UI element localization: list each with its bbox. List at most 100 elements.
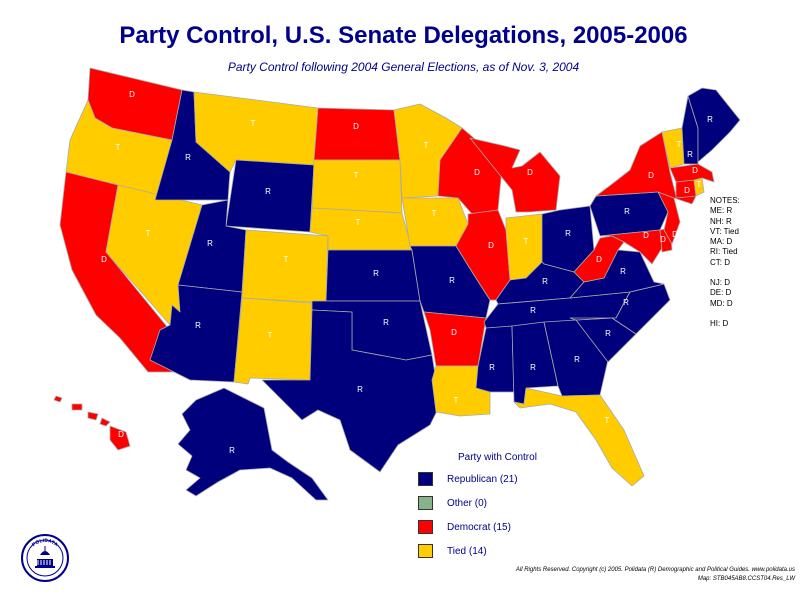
state-label-KS: R (373, 269, 379, 278)
state-label-TX: R (357, 385, 363, 394)
legend-item-republican: Republican (21) (418, 472, 518, 486)
state-label-VA: R (620, 267, 626, 276)
state-label-MO: R (449, 276, 455, 285)
state-label-MD: D (643, 231, 649, 240)
state-label-IL: D (488, 241, 494, 250)
state-AR (423, 311, 487, 367)
notes-line: CT: D (710, 257, 730, 267)
state-label-DE: D (660, 235, 666, 244)
state-TX (261, 309, 441, 473)
state-label-CA: D (101, 255, 107, 264)
legend-label: Republican (21) (447, 473, 518, 485)
state-label-AR: D (451, 328, 457, 337)
notes-panel: NOTES: ME: R NH: R VT: Tied MA: D RI: Ti… (710, 196, 802, 329)
state-label-KY: R (542, 277, 548, 286)
polidata-seal-logo: POLIDATA (21, 534, 69, 582)
state-NM (233, 297, 313, 385)
state-label-MI: D (527, 168, 533, 177)
state-FL (513, 387, 645, 487)
state-label-LA: T (454, 396, 459, 405)
state-label-ID: R (185, 153, 191, 162)
notes-heading: NOTES: (710, 196, 740, 205)
state-HI (53, 395, 131, 451)
state-label-CT: D (684, 186, 690, 195)
state-label-MN: T (424, 141, 429, 150)
state-CO (241, 229, 329, 304)
notes-line: RI: Tied (710, 247, 738, 257)
state-label-MT: T (251, 119, 256, 128)
state-label-NM: T (268, 331, 273, 340)
state-NC (569, 283, 671, 335)
state-ME (687, 87, 741, 163)
state-label-WV: D (596, 255, 602, 264)
state-MI (469, 137, 561, 213)
state-label-AL: R (530, 363, 536, 372)
notes-line: DE: D (710, 288, 732, 298)
state-label-VT: T (677, 140, 682, 149)
state-label-AZ: R (195, 321, 201, 330)
notes-line: NH: R (710, 216, 732, 226)
state-label-WY: R (265, 187, 271, 196)
state-WY (225, 159, 315, 233)
state-label-OK: R (383, 318, 389, 327)
state-label-SD: T (354, 171, 359, 180)
state-SD (311, 159, 403, 214)
state-label-FL: T (605, 416, 610, 425)
legend-swatch (418, 496, 433, 510)
legend-item-other: Other (0) (418, 496, 487, 510)
state-label-AK: R (229, 446, 235, 455)
state-label-CO: T (284, 255, 289, 264)
state-IA (401, 197, 469, 247)
state-label-NY: D (648, 171, 654, 180)
notes-line: HI: D (710, 318, 729, 328)
map-subtitle: Party Control following 2004 General Ele… (227, 60, 580, 74)
state-label-ME: R (707, 115, 713, 124)
legend-item-tied: Tied (14) (418, 544, 487, 558)
state-label-PA: R (624, 207, 630, 216)
notes-line: MA: D (710, 237, 733, 247)
copyright-footer: All Rights Reserved. Copyright (c) 2005.… (516, 566, 795, 584)
legend-label: Democrat (15) (447, 521, 511, 533)
svg-text:POLIDATA: POLIDATA (31, 538, 59, 548)
state-IL (455, 209, 511, 301)
state-label-OR: T (116, 143, 121, 152)
state-label-NC: R (623, 298, 629, 307)
state-label-UT: R (207, 239, 213, 248)
state-label-WI: D (474, 168, 480, 177)
legend-title: Party with Control (458, 452, 537, 463)
state-AK (177, 387, 329, 501)
footer-line: Map: STB045AB8.CCST04.Res_LW (697, 576, 795, 582)
state-label-IN: T (524, 237, 529, 246)
notes-line: MD: D (710, 298, 733, 308)
notes-line: VT: Tied (710, 226, 739, 236)
footer-line: All Rights Reserved. Copyright (c) 2005.… (515, 567, 795, 573)
state-NY (595, 131, 697, 205)
state-label-RI: T (697, 180, 702, 189)
state-ND (313, 107, 401, 161)
state-label-NV: T (146, 229, 151, 238)
notes-line: ME: R (710, 206, 733, 216)
state-label-GA: R (574, 355, 580, 364)
state-label-IA: T (432, 209, 437, 218)
legend-label: Other (0) (447, 497, 488, 509)
state-label-MS: R (489, 363, 495, 372)
state-label-WA: D (129, 90, 135, 99)
state-label-NE: T (356, 218, 361, 227)
legend-swatch (418, 520, 433, 534)
state-label-HI: D (118, 430, 124, 439)
state-MA (669, 163, 715, 183)
state-label-ND: D (353, 122, 359, 131)
legend-label: Tied (14) (447, 545, 487, 557)
legend-swatch (418, 544, 433, 558)
state-label-NH: R (687, 150, 693, 159)
map-title: Party Control, U.S. Senate Delegations, … (119, 22, 688, 49)
state-label-OH: R (565, 229, 571, 238)
state-label-MA: D (692, 166, 698, 175)
state-label-NJ: D (672, 230, 678, 239)
seal-text: POLIDATA (31, 538, 59, 548)
legend-swatch (418, 472, 433, 486)
state-label-SC: R (605, 329, 611, 338)
notes-line: NJ: D (710, 278, 730, 288)
state-label-TN: R (530, 306, 536, 315)
